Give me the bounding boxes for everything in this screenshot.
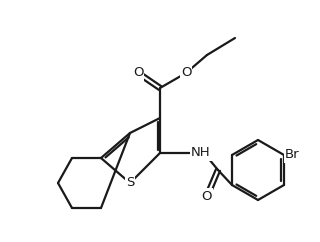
Text: S: S <box>126 176 134 189</box>
Text: NH: NH <box>191 146 211 159</box>
Text: O: O <box>202 189 212 203</box>
Text: O: O <box>181 67 191 80</box>
Text: Br: Br <box>285 149 300 161</box>
Text: O: O <box>133 67 143 80</box>
